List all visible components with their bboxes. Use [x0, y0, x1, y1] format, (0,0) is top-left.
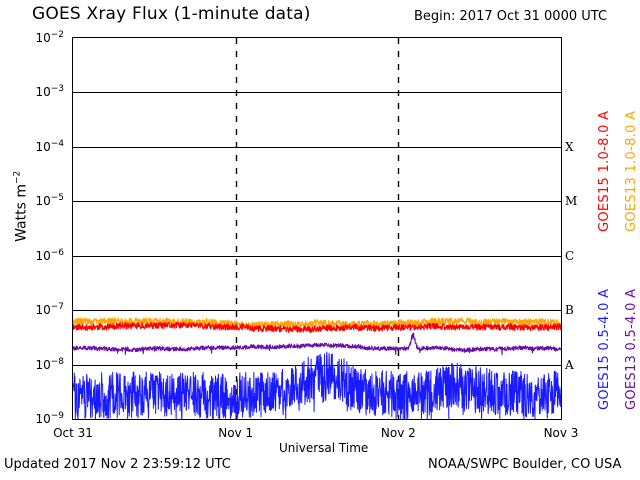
x-tick-label: Nov 1 — [218, 426, 254, 440]
flare-class-label: A — [565, 357, 574, 372]
y-tick-label: 10−6 — [35, 247, 64, 263]
x-tick-label: Oct 31 — [53, 426, 93, 440]
flux-trace — [73, 321, 561, 333]
flare-class-label: C — [565, 248, 575, 263]
xray-flux-traces — [73, 38, 561, 419]
page-title: GOES Xray Flux (1-minute data) — [32, 4, 311, 24]
begin-time-label: Begin: 2017 Oct 31 0000 UTC — [414, 9, 608, 24]
y-tick-label: 10−8 — [35, 356, 64, 372]
x-axis-title: Universal Time — [279, 441, 369, 455]
flare-class-label: B — [565, 303, 574, 318]
y-tick-label: 10−3 — [35, 84, 64, 100]
flux-trace — [73, 351, 561, 419]
y-tick-label: 10−5 — [35, 193, 64, 209]
legend-item: GOES13 0.5-4.0 A — [624, 288, 639, 410]
footer-credit-label: NOAA/SWPC Boulder, CO USA — [428, 457, 622, 472]
legend-item: GOES15 0.5-4.0 A — [597, 288, 612, 410]
legend-item: GOES13 1.0-8.0 A — [624, 110, 639, 232]
y-tick-label: 10−7 — [35, 302, 64, 318]
y-tick-label: 10−2 — [35, 30, 64, 45]
flare-class-label: M — [565, 194, 578, 209]
x-tick-label: Nov 3 — [543, 426, 579, 440]
y-tick-label: 10−9 — [35, 411, 64, 426]
x-tick-label: Nov 2 — [380, 426, 416, 440]
plot-area — [72, 37, 562, 420]
footer-updated-label: Updated 2017 Nov 2 23:59:12 UTC — [4, 457, 231, 472]
legend-item: GOES15 1.0-8.0 A — [597, 110, 612, 232]
y-tick-label: 10−4 — [35, 138, 64, 154]
flare-class-label: X — [565, 139, 574, 154]
flux-trace — [73, 332, 561, 356]
